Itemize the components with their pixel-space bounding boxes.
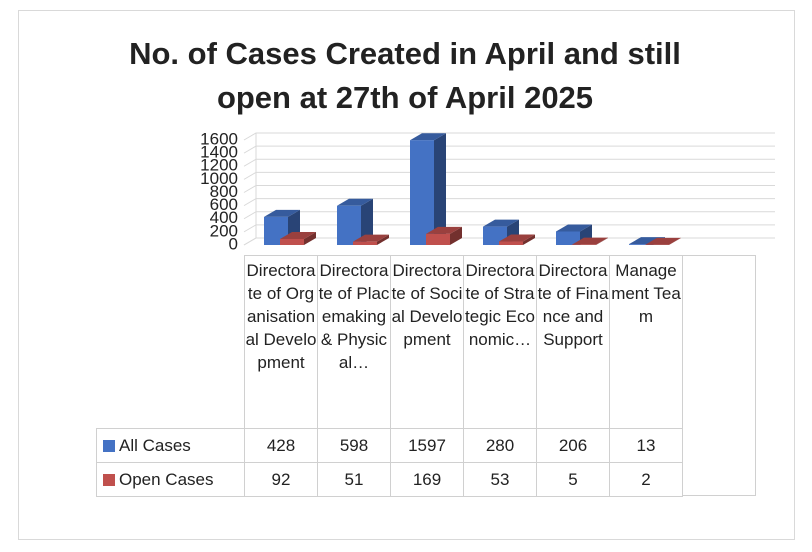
category-label: Directorate of Placemaking & Physical… xyxy=(317,255,391,429)
legend-key xyxy=(103,474,115,486)
bar-top xyxy=(645,237,681,245)
bar-front xyxy=(426,233,450,245)
bar-side xyxy=(450,226,462,245)
table-value: 428 xyxy=(244,428,318,463)
bar-top xyxy=(483,219,519,227)
empty-column xyxy=(682,255,756,496)
grid-line xyxy=(243,211,775,220)
table-value: 51 xyxy=(317,462,391,497)
grid-line xyxy=(243,171,775,180)
bar-top xyxy=(556,224,592,232)
category-label: Directorate of Organisational Developmen… xyxy=(244,255,318,429)
legend-label: Open Cases xyxy=(119,470,214,489)
bar xyxy=(572,237,608,245)
bar-top xyxy=(499,234,535,242)
table-value: 2 xyxy=(609,462,683,497)
grid-line xyxy=(243,132,775,141)
bar-top xyxy=(353,234,389,242)
bar-top xyxy=(426,226,462,234)
bar-front xyxy=(353,241,377,245)
category-label: Management Team xyxy=(609,255,683,429)
bar-top xyxy=(264,209,300,217)
bar-side xyxy=(304,231,316,245)
chart-title: No. of Cases Created in April and still … xyxy=(129,36,681,115)
bar-front xyxy=(499,241,523,245)
grid-line xyxy=(243,158,775,167)
bar xyxy=(645,237,681,245)
bar-front xyxy=(629,244,653,245)
bar-front xyxy=(337,205,361,245)
legend-entry: Open Cases xyxy=(96,462,245,497)
grid-line xyxy=(243,224,775,233)
bar-side xyxy=(361,198,373,245)
legend-entry: All Cases xyxy=(96,428,245,463)
y-tick-label: 1200 xyxy=(200,156,238,175)
bar-side xyxy=(434,133,446,245)
table-value: 13 xyxy=(609,428,683,463)
bar-top xyxy=(337,198,373,206)
table-value: 598 xyxy=(317,428,391,463)
bar-front xyxy=(410,140,434,245)
category-label: Directorate of Social Development xyxy=(390,255,464,429)
bar-side xyxy=(596,237,608,245)
y-tick-label: 600 xyxy=(210,195,238,214)
bar xyxy=(426,226,462,245)
category-label: Directorate of Strategic Economic… xyxy=(463,255,537,429)
legend-key xyxy=(103,440,115,452)
bar xyxy=(410,133,446,245)
bar-side xyxy=(377,234,389,245)
y-tick-label: 800 xyxy=(210,182,238,201)
bar-top xyxy=(410,133,446,141)
table-value: 169 xyxy=(390,462,464,497)
bar-side xyxy=(669,237,681,245)
grid-line xyxy=(243,145,775,154)
y-tick-label: 1600 xyxy=(200,129,238,148)
grid-line xyxy=(243,185,775,193)
bar xyxy=(280,231,316,245)
bar-side xyxy=(523,234,535,245)
category-label: Directorate of Finance and Support xyxy=(536,255,610,429)
table-value: 1597 xyxy=(390,428,464,463)
bar xyxy=(499,234,535,245)
table-value: 92 xyxy=(244,462,318,497)
grid-line xyxy=(243,198,775,207)
y-tick-label: 1400 xyxy=(200,143,238,162)
legend-label: All Cases xyxy=(119,436,191,455)
bar xyxy=(353,234,389,245)
table-value: 280 xyxy=(463,428,537,463)
y-tick-label: 1000 xyxy=(200,169,238,188)
chart-frame xyxy=(18,10,795,540)
y-tick-label: 400 xyxy=(210,208,238,227)
y-tick-label: 0 xyxy=(229,234,238,253)
table-value: 5 xyxy=(536,462,610,497)
bar-top xyxy=(572,237,608,245)
bar xyxy=(337,198,373,245)
table-value: 206 xyxy=(536,428,610,463)
bar-front xyxy=(556,231,580,245)
table-value: 53 xyxy=(463,462,537,497)
bar-top xyxy=(280,231,316,239)
bar-front xyxy=(280,238,304,245)
y-tick-label: 200 xyxy=(210,221,238,240)
